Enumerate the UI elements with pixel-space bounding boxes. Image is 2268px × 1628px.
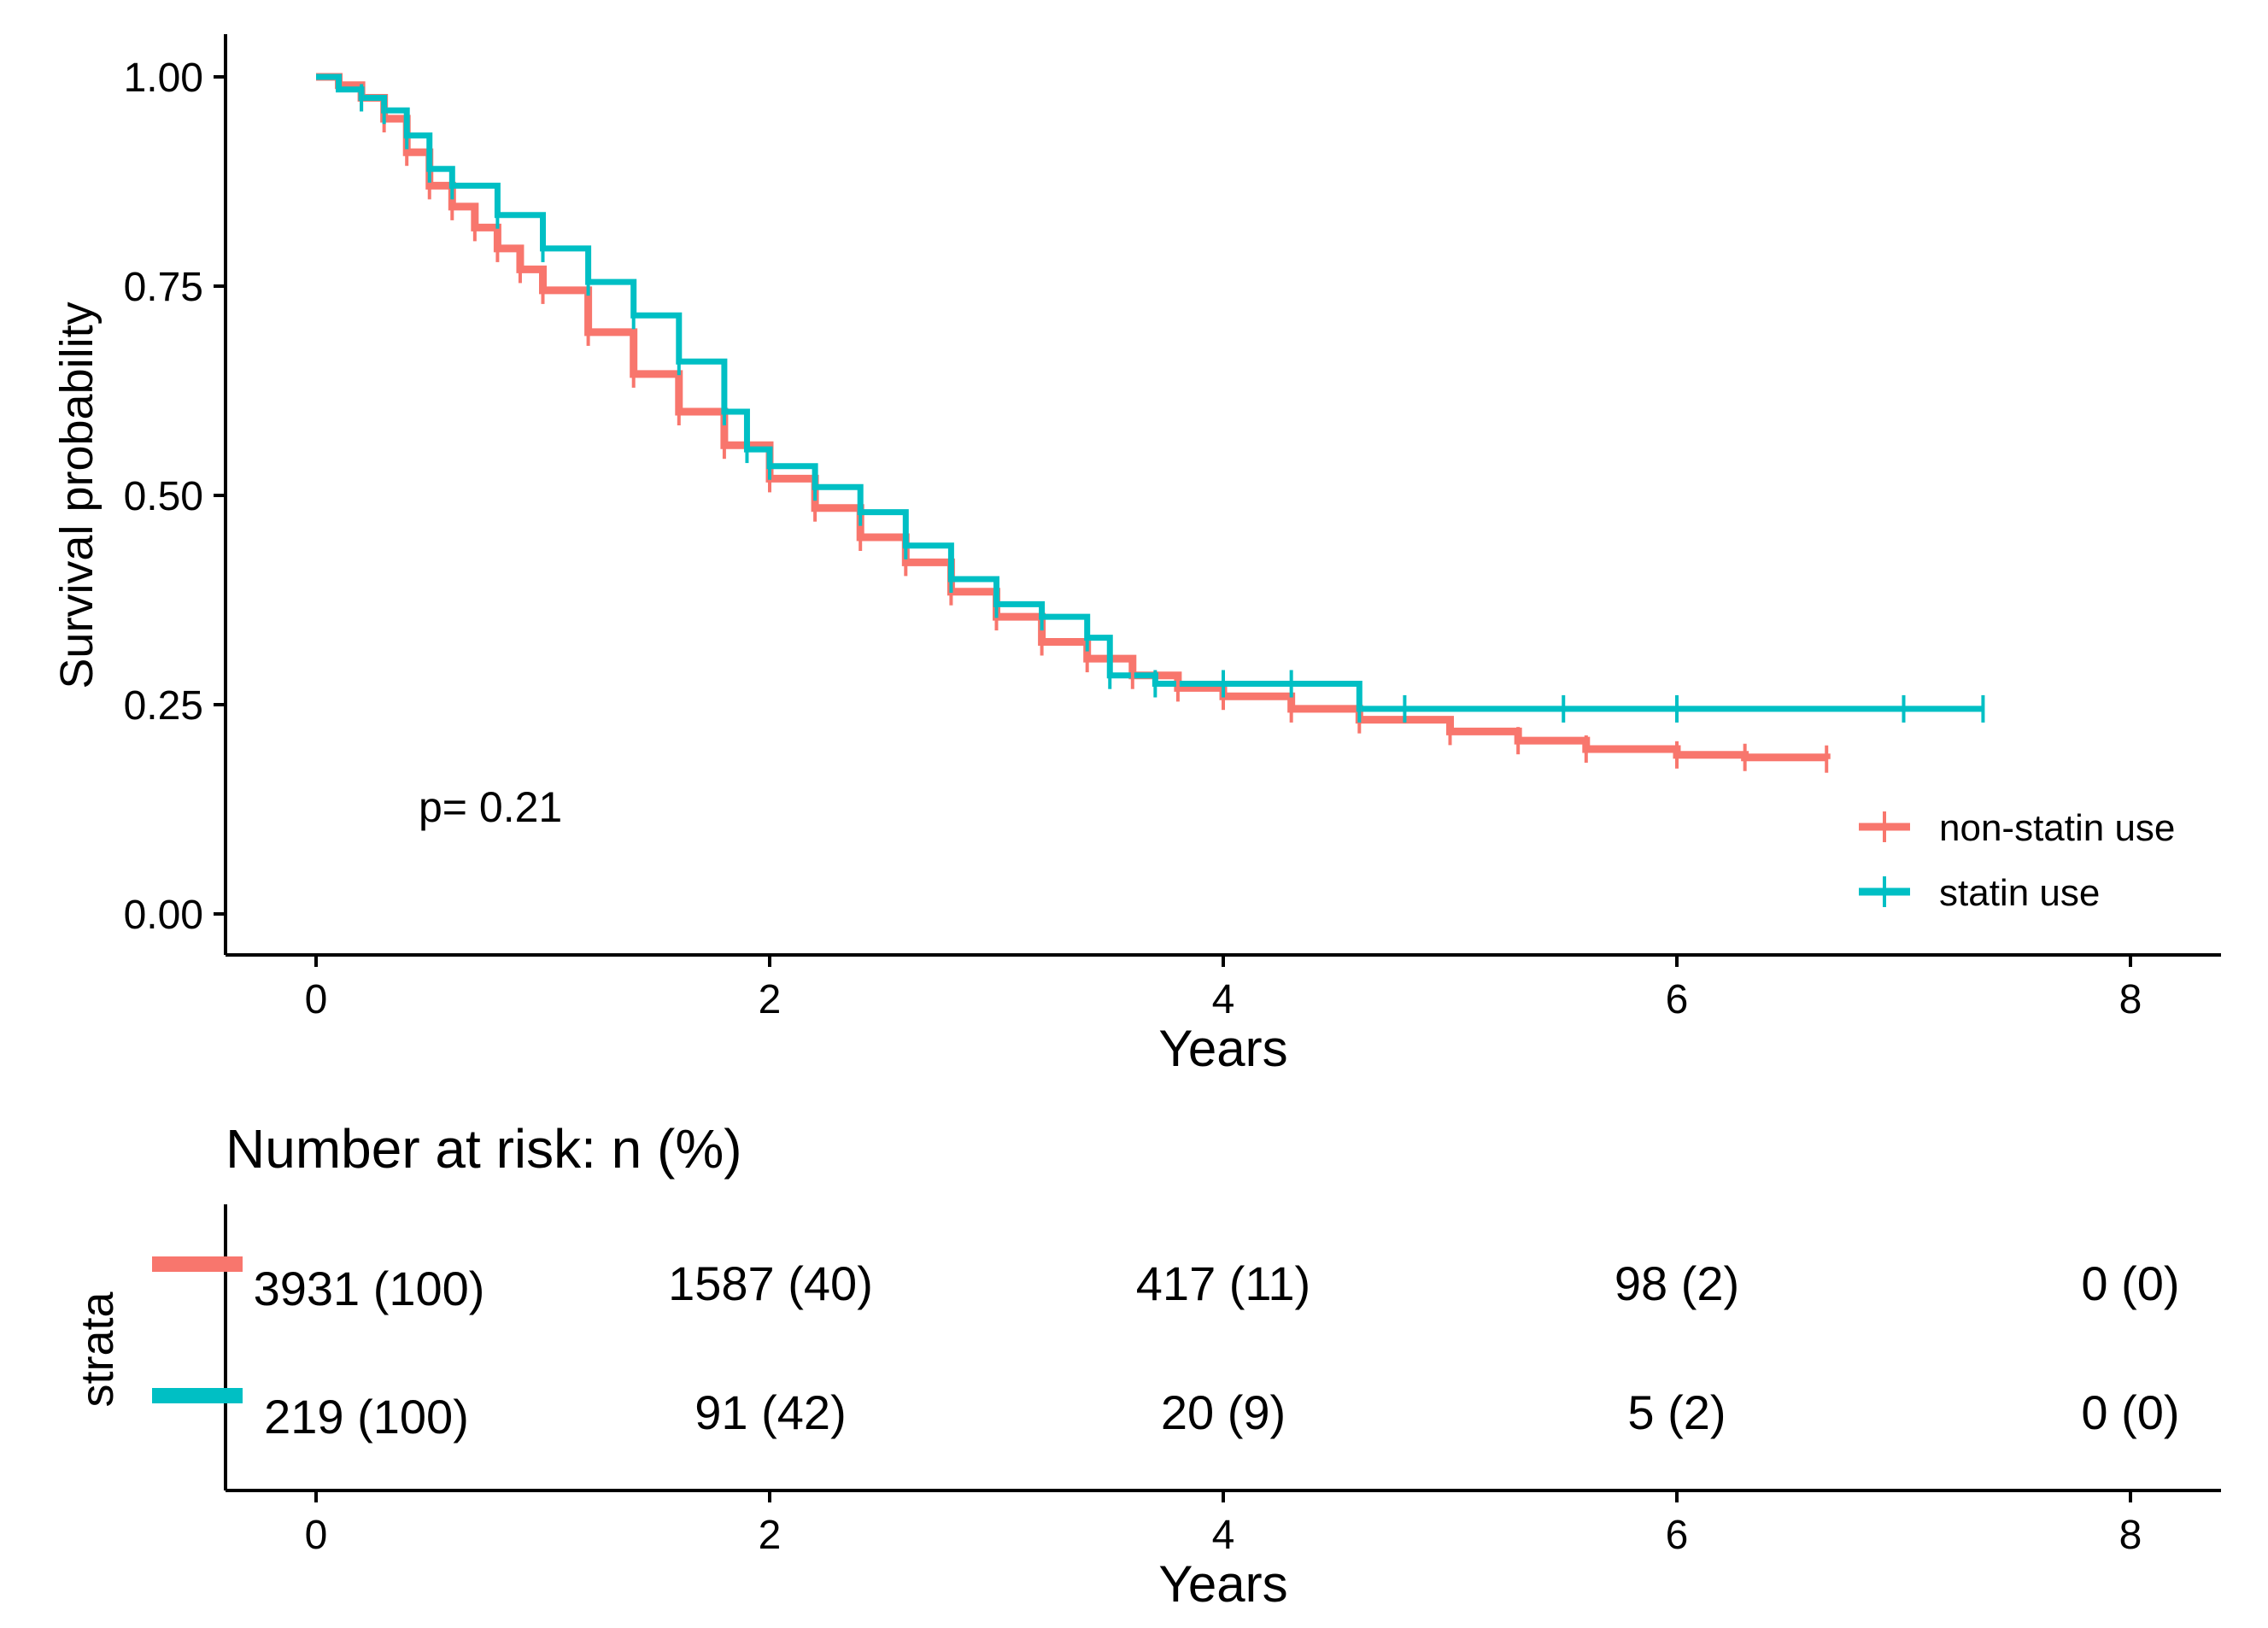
risk-cell: 5 (2) <box>1627 1385 1726 1439</box>
y-tick-label: 0.00 <box>124 893 203 938</box>
risk-cell: 98 (2) <box>1615 1256 1739 1310</box>
risk-table-x-ticks: 0 2 4 6 8 <box>305 1490 2142 1558</box>
survival-plot: 0.00 0.25 0.50 0.75 1.00 0 2 4 6 8 Survival prob… <box>51 34 2221 1077</box>
legend-label-statin: statin use <box>1939 872 2100 914</box>
risk-cell: 417 (11) <box>1136 1256 1310 1310</box>
x-tick-label: 4 <box>1212 977 1235 1022</box>
risk-cell: 91 (42) <box>694 1385 846 1439</box>
y-tick-label: 1.00 <box>124 56 203 101</box>
x-tick-label: 8 <box>2119 1513 2142 1558</box>
x-tick-label: 4 <box>1212 1513 1235 1558</box>
risk-cell: 219 (100) <box>264 1390 469 1444</box>
strata-key-statin <box>152 1388 243 1403</box>
risk-table-title: Number at risk: n (%) <box>226 1118 742 1180</box>
km-curve-statin <box>316 73 1984 712</box>
legend-item-non-statin: non-statin use <box>1859 807 2175 849</box>
km-curve-non-statin <box>316 73 1831 762</box>
risk-cell: 1587 (40) <box>668 1256 873 1310</box>
y-axis-label: Survival probability <box>51 302 103 688</box>
x-tick-label: 6 <box>1666 1513 1689 1558</box>
risk-table-y-label: strata <box>72 1291 123 1408</box>
x-tick-label: 0 <box>305 977 328 1022</box>
risk-cell: 3931 (100) <box>254 1262 485 1315</box>
y-tick-label: 0.25 <box>124 683 203 729</box>
y-tick-label: 0.75 <box>124 265 203 310</box>
p-value-annotation: p= 0.21 <box>419 783 562 831</box>
risk-row-non-statin: 3931 (100) 1587 (40) 417 (11) 98 (2) 0 (… <box>254 1256 2180 1315</box>
x-tick-label: 0 <box>305 1513 328 1558</box>
x-tick-label: 6 <box>1666 977 1689 1022</box>
x-tick-label: 8 <box>2119 977 2142 1022</box>
censor-marks-non-statin <box>360 84 1829 773</box>
x-axis-label: Years <box>1158 1020 1287 1077</box>
x-tick-label: 2 <box>759 977 782 1022</box>
legend-label-non-statin: non-statin use <box>1939 807 2175 849</box>
risk-cell: 0 (0) <box>2081 1256 2179 1310</box>
y-ticks: 0.00 0.25 0.50 0.75 1.00 <box>124 56 226 938</box>
censor-marks-statin <box>360 84 1985 723</box>
y-tick-label: 0.50 <box>124 474 203 519</box>
km-curves <box>316 73 1985 773</box>
legend: non-statin use statin use <box>1859 807 2175 914</box>
risk-table-x-axis-label: Years <box>1158 1555 1287 1613</box>
risk-cell: 0 (0) <box>2081 1385 2179 1439</box>
risk-row-statin: 219 (100) 91 (42) 20 (9) 5 (2) 0 (0) <box>264 1385 2179 1444</box>
strata-key-non-statin <box>152 1256 243 1272</box>
x-ticks: 0 2 4 6 8 <box>305 955 2142 1022</box>
x-tick-label: 2 <box>759 1513 782 1558</box>
legend-item-statin: statin use <box>1859 872 2100 914</box>
risk-table: Number at risk: n (%) strata 3931 (100) … <box>72 1118 2221 1613</box>
risk-cell: 20 (9) <box>1161 1385 1286 1439</box>
